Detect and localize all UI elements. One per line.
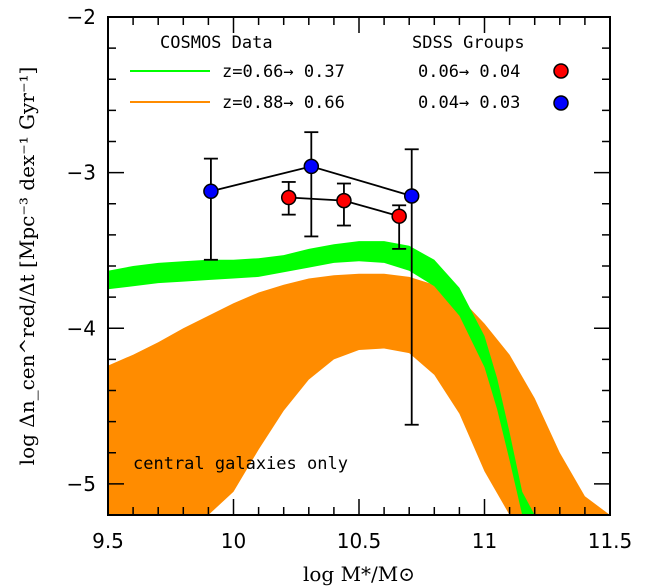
data-point-blue [403, 188, 420, 204]
data-point-red [391, 208, 407, 224]
sdss-points [203, 131, 420, 426]
y-axis-title: log Δn_cen^red/Δt [Mpc⁻³ dex⁻¹ Gyr⁻¹] [15, 67, 39, 466]
legend-label-red: 0.06→ 0.04 [418, 62, 520, 82]
data-point-blue [203, 183, 219, 200]
annotation-central: central galaxies only [133, 454, 348, 474]
legend-label-green: z=0.66→ 0.37 [222, 62, 345, 82]
legend-title-sdss: SDSS Groups [412, 33, 525, 53]
model-bands [108, 241, 610, 515]
data-point-red [280, 189, 297, 206]
x-tick-label: 10.5 [337, 529, 382, 553]
x-axis-title: log M*/M⊙ [303, 562, 415, 586]
band-orange [108, 273, 610, 515]
band-green [108, 241, 548, 515]
axis-ticks: 9.5 10 10.5 11 11.5 −5 −4 −3 −2 [67, 5, 633, 553]
data-point-blue [303, 158, 320, 175]
y-tick-label: −2 [67, 5, 96, 29]
x-tick-label: 9.5 [92, 529, 124, 553]
legend-label-orange: z=0.88→ 0.66 [222, 93, 345, 113]
legend-label-blue: 0.04→ 0.03 [418, 93, 520, 113]
legend-marker-red [553, 63, 569, 79]
y-tick-label: −3 [67, 161, 96, 185]
data-point-red [336, 192, 352, 209]
legend: COSMOS Data SDSS Groups z=0.66→ 0.37 z=0… [130, 33, 569, 113]
y-tick-label: −4 [67, 316, 96, 340]
x-tick-label: 11.5 [588, 529, 633, 553]
legend-title-cosmos: COSMOS Data [160, 33, 273, 53]
x-tick-label: 10 [221, 529, 246, 553]
y-tick-label: −5 [67, 472, 96, 496]
legend-marker-blue [553, 95, 569, 111]
x-tick-label: 11 [472, 529, 497, 553]
